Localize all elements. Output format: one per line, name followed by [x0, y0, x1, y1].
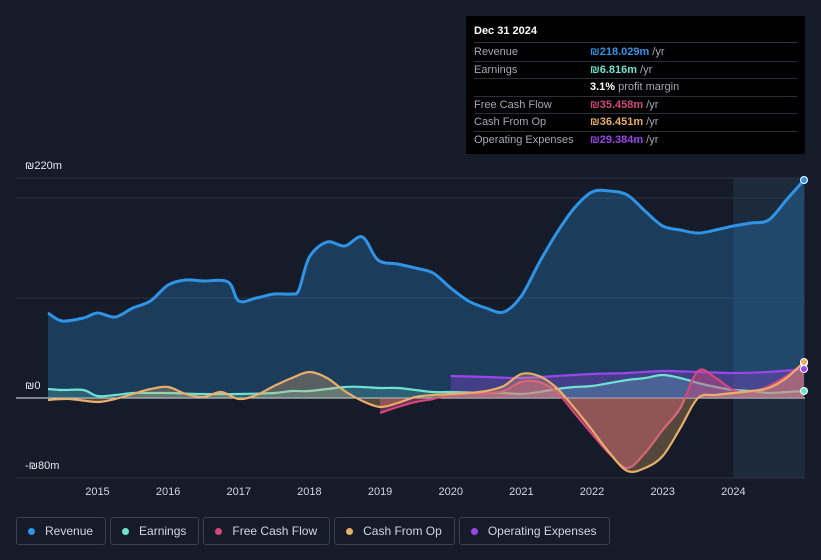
x-tick-label: 2024	[721, 486, 745, 498]
x-tick-label: 2017	[227, 486, 251, 498]
tooltip-row-value: ₪29.384m	[590, 133, 644, 146]
fcf-area	[380, 363, 804, 469]
tooltip-row: Operating Expenses ₪29.384m/yr	[474, 132, 797, 149]
tooltip-row-value: ₪35.458m	[590, 98, 644, 111]
earnings-end-point	[800, 387, 808, 395]
earnings-area	[48, 375, 804, 398]
x-axis-ticks: 2015 2016 2017 2018 2019 2020 2021 2022 2023 2024	[85, 486, 745, 498]
x-tick-label: 2021	[509, 486, 533, 498]
cfo-area	[48, 362, 804, 472]
tooltip-row-value: ₪36.451m	[590, 116, 644, 128]
x-tick-label: 2018	[297, 486, 321, 498]
legend-dot-icon	[28, 527, 35, 535]
revenue-line	[47, 179, 806, 323]
tooltip-row: Cash From Op ₪36.451m/yr	[474, 114, 797, 132]
legend-item-operating-expenses[interactable]: Operating Expenses	[458, 517, 610, 545]
tooltip-row-unit: /yr	[640, 63, 653, 76]
y-tick-label-top: ₪220m	[25, 160, 62, 172]
x-tick-label: 2015	[85, 486, 109, 498]
y-tick-label-bottom: -₪80m	[25, 460, 60, 472]
tooltip-date: Dec 31 2024	[474, 24, 797, 43]
tooltip-row-unit: /yr	[646, 98, 659, 111]
tooltip-row-label	[474, 79, 590, 96]
end-markers	[800, 176, 808, 395]
tooltip-row-unit: /yr	[646, 133, 659, 146]
chart-legend: Revenue Earnings Free Cash Flow Cash From O…	[16, 517, 610, 545]
opex-end-point	[800, 365, 808, 373]
legend-dot-icon	[215, 527, 223, 535]
tooltip-row-label: Operating Expenses	[474, 133, 574, 146]
opex-line	[450, 367, 805, 380]
legend-item-free-cash-flow[interactable]: Free Cash Flow	[203, 517, 331, 545]
tooltip-row-value: ₪218.029m	[590, 46, 650, 58]
revenue-area	[48, 180, 804, 398]
chart-canvas: 2015 2016 2017 2018 2019 2020 2021 2022 2023 2024	[16, 176, 808, 498]
x-tick-label: 2022	[580, 486, 604, 498]
tooltip-row-label: Free Cash Flow	[474, 98, 552, 111]
tooltip-row: 3.1% profit margin	[474, 79, 797, 97]
tooltip-row-label: Cash From Op	[474, 116, 547, 128]
legend-dot-icon	[470, 527, 478, 535]
tooltip-row-label: Revenue	[474, 46, 519, 58]
tooltip-row: Revenue ₪218.029m/yr	[474, 44, 797, 62]
tooltip-row-label: Earnings	[474, 63, 518, 76]
legend-item-cash-from-op[interactable]: Cash From Op	[334, 517, 455, 545]
tooltip-row-unit: /yr	[646, 116, 659, 128]
cfo-end-point	[800, 358, 808, 366]
x-tick-label: 2016	[156, 486, 180, 498]
data-tooltip: Dec 31 2024 Revenue ₪218.029m/yr Earnings ₪…	[466, 16, 805, 154]
revenue-end-point	[800, 176, 808, 184]
cfo-line	[47, 361, 805, 474]
tooltip-row-value: 3.1%	[590, 81, 616, 93]
fcf-line	[379, 362, 805, 470]
legend-label: Cash From Op	[363, 524, 442, 538]
tooltip-row-unit: /yr	[652, 46, 665, 58]
legend-label: Revenue	[45, 524, 94, 538]
legend-dot-icon	[122, 527, 130, 535]
legend-item-revenue[interactable]: Revenue	[16, 517, 107, 545]
legend-item-earnings[interactable]: Earnings	[110, 517, 200, 545]
legend-label: Earnings	[139, 524, 187, 538]
legend-label: Operating Expenses	[487, 524, 597, 538]
tooltip-row: Free Cash Flow ₪35.458m/yr	[474, 97, 797, 114]
tooltip-row: Earnings ₪6.816m/yr	[474, 62, 797, 79]
tooltip-row-unit: profit margin	[618, 81, 680, 93]
x-tick-label: 2023	[650, 486, 674, 498]
x-tick-label: 2020	[438, 486, 462, 498]
x-tick-label: 2019	[368, 486, 392, 498]
tooltip-row-value: ₪6.816m	[590, 63, 638, 76]
series-layer	[47, 179, 806, 474]
opex-area	[450, 369, 804, 398]
y-tick-label-zero: ₪0	[25, 380, 41, 392]
legend-dot-icon	[346, 527, 354, 535]
forecast-shade	[733, 178, 805, 478]
legend-label: Free Cash Flow	[232, 524, 318, 538]
